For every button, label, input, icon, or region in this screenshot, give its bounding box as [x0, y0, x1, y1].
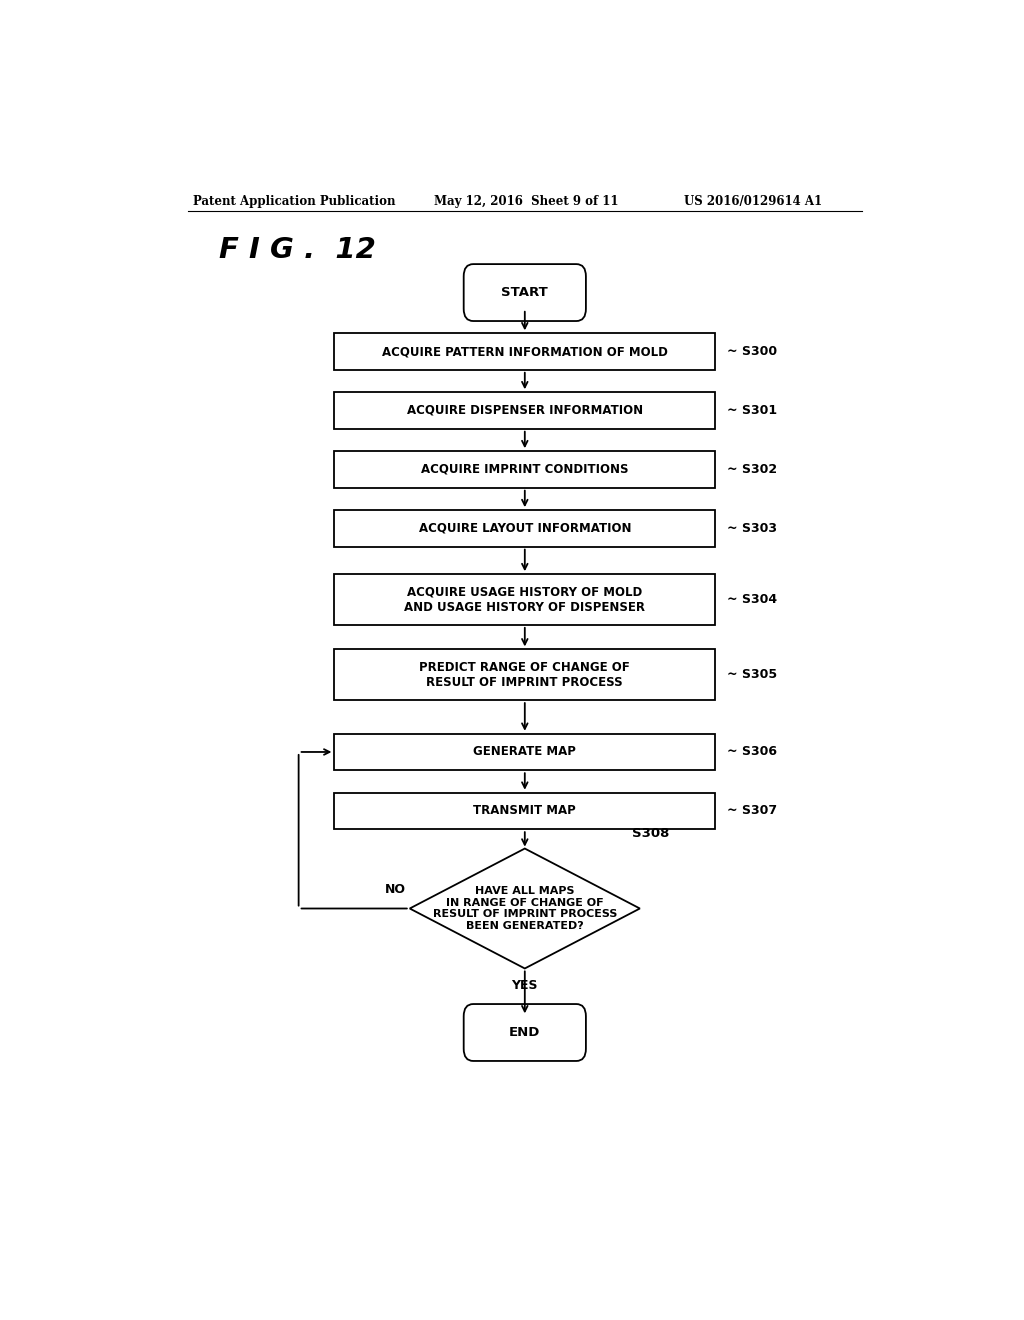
Text: May 12, 2016  Sheet 9 of 11: May 12, 2016 Sheet 9 of 11	[433, 194, 618, 207]
Text: ~ S305: ~ S305	[727, 668, 777, 681]
Text: NO: NO	[385, 883, 406, 896]
Text: ~ S303: ~ S303	[727, 521, 777, 535]
Text: HAVE ALL MAPS
IN RANGE OF CHANGE OF
RESULT OF IMPRINT PROCESS
BEEN GENERATED?: HAVE ALL MAPS IN RANGE OF CHANGE OF RESU…	[432, 886, 617, 931]
Text: ~ S302: ~ S302	[727, 463, 777, 477]
Text: ~ S304: ~ S304	[727, 593, 777, 606]
Text: ACQUIRE LAYOUT INFORMATION: ACQUIRE LAYOUT INFORMATION	[419, 521, 631, 535]
Bar	[334, 649, 715, 700]
Text: ~ S307: ~ S307	[727, 804, 777, 817]
Text: ACQUIRE IMPRINT CONDITIONS: ACQUIRE IMPRINT CONDITIONS	[421, 463, 629, 477]
Text: ~ S300: ~ S300	[727, 345, 777, 358]
Text: PREDICT RANGE OF CHANGE OF
RESULT OF IMPRINT PROCESS: PREDICT RANGE OF CHANGE OF RESULT OF IMP…	[420, 661, 630, 689]
Text: ~ S301: ~ S301	[727, 404, 777, 417]
Bar	[334, 451, 715, 487]
Text: END: END	[509, 1026, 541, 1039]
FancyBboxPatch shape	[464, 264, 586, 321]
Bar	[334, 392, 715, 429]
Text: TRANSMIT MAP: TRANSMIT MAP	[473, 804, 577, 817]
Text: ~ S306: ~ S306	[727, 746, 777, 759]
Bar	[334, 734, 715, 771]
Text: YES: YES	[512, 978, 538, 991]
Text: Patent Application Publication: Patent Application Publication	[194, 194, 395, 207]
Text: S308: S308	[632, 828, 670, 841]
Text: START: START	[502, 286, 548, 300]
Text: US 2016/0129614 A1: US 2016/0129614 A1	[684, 194, 821, 207]
Text: ACQUIRE DISPENSER INFORMATION: ACQUIRE DISPENSER INFORMATION	[407, 404, 643, 417]
Text: ACQUIRE PATTERN INFORMATION OF MOLD: ACQUIRE PATTERN INFORMATION OF MOLD	[382, 345, 668, 358]
Text: GENERATE MAP: GENERATE MAP	[473, 746, 577, 759]
FancyBboxPatch shape	[464, 1005, 586, 1061]
Bar	[334, 510, 715, 546]
Bar	[334, 574, 715, 624]
Text: F I G .  12: F I G . 12	[219, 236, 376, 264]
Bar	[334, 333, 715, 370]
Bar	[334, 792, 715, 829]
Polygon shape	[410, 849, 640, 969]
Text: ACQUIRE USAGE HISTORY OF MOLD
AND USAGE HISTORY OF DISPENSER: ACQUIRE USAGE HISTORY OF MOLD AND USAGE …	[404, 586, 645, 614]
